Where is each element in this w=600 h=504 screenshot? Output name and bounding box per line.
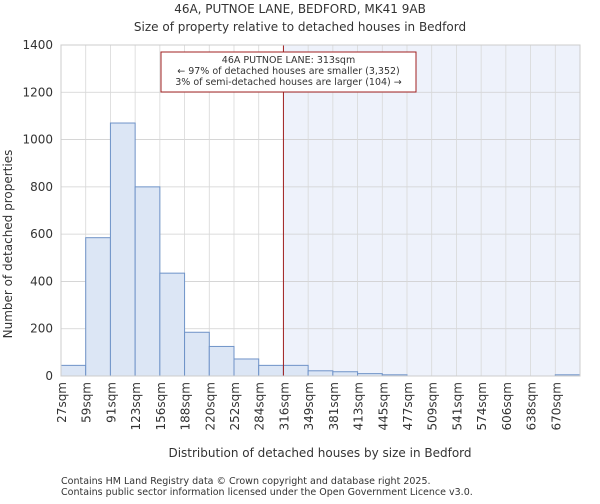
- x-tick-label: 91sqm: [104, 382, 118, 423]
- histogram-bar: [184, 331, 210, 377]
- y-tick-label: 0: [45, 369, 53, 383]
- x-tick-label: 188sqm: [179, 382, 193, 430]
- x-tick-label: 574sqm: [475, 382, 489, 430]
- x-tick-label: 123sqm: [129, 382, 143, 430]
- x-tick-label: 413sqm: [352, 382, 366, 430]
- x-tick-label: 220sqm: [203, 382, 217, 430]
- x-tick-label: 606sqm: [500, 382, 514, 430]
- chart-title: 46A, PUTNOE LANE, BEDFORD, MK41 9AB: [174, 2, 426, 16]
- annotation-line: 3% of semi-detached houses are larger (1…: [175, 77, 402, 88]
- y-tick-label: 1000: [22, 133, 53, 147]
- footer-line-2: Contains public sector information licen…: [61, 487, 473, 498]
- annotation-line: 46A PUTNOE LANE: 313sqm: [222, 55, 355, 66]
- x-tick-label: 59sqm: [80, 382, 94, 423]
- histogram-bar: [85, 237, 111, 377]
- x-tick-label: 349sqm: [302, 382, 316, 430]
- y-tick-label: 400: [30, 274, 53, 288]
- histogram-bar: [233, 358, 260, 377]
- x-axis-label: Distribution of detached houses by size …: [168, 446, 471, 460]
- histogram-bar: [332, 371, 359, 377]
- histogram-bar: [109, 122, 136, 377]
- plot-area: 0 200 400 600 800 1000 1200 1400 27sqm 59sqm 91sqm…: [22, 38, 581, 430]
- footer-line-1: Contains HM Land Registry data © Crown c…: [61, 476, 431, 487]
- y-tick-label: 1400: [22, 38, 53, 52]
- histogram-bar: [208, 345, 235, 377]
- y-tick-label: 200: [30, 322, 53, 336]
- x-tick-label: 509sqm: [426, 382, 440, 430]
- y-tick-label: 600: [30, 227, 53, 241]
- y-tick-label: 1200: [22, 85, 53, 99]
- x-tick-label: 638sqm: [525, 382, 539, 430]
- y-axis-label: Number of detached properties: [1, 150, 15, 339]
- x-tick-label: 156sqm: [154, 382, 168, 430]
- x-tick-label: 27sqm: [55, 382, 69, 423]
- y-tick-label: 800: [30, 180, 53, 194]
- x-tick-label: 670sqm: [549, 382, 563, 430]
- histogram-bar: [307, 370, 334, 377]
- histogram-bar: [159, 272, 186, 377]
- annotation-box: [160, 51, 417, 93]
- annotation-line: ← 97% of detached houses are smaller (3,…: [177, 66, 400, 77]
- x-tick-label: 252sqm: [228, 382, 242, 430]
- x-tick-label: 541sqm: [450, 382, 464, 430]
- histogram-bar: [60, 364, 87, 377]
- histogram-bar: [134, 186, 161, 377]
- chart-subtitle: Size of property relative to detached ho…: [134, 20, 466, 34]
- x-tick-label: 381sqm: [327, 382, 341, 430]
- x-tick-label: 477sqm: [401, 382, 415, 430]
- x-tick-label: 284sqm: [253, 382, 267, 430]
- x-tick-label: 316sqm: [277, 382, 291, 430]
- histogram-bar: [282, 364, 309, 377]
- x-tick-label: 445sqm: [376, 382, 390, 430]
- plot-frame: [60, 44, 581, 377]
- histogram-bar: [258, 364, 284, 377]
